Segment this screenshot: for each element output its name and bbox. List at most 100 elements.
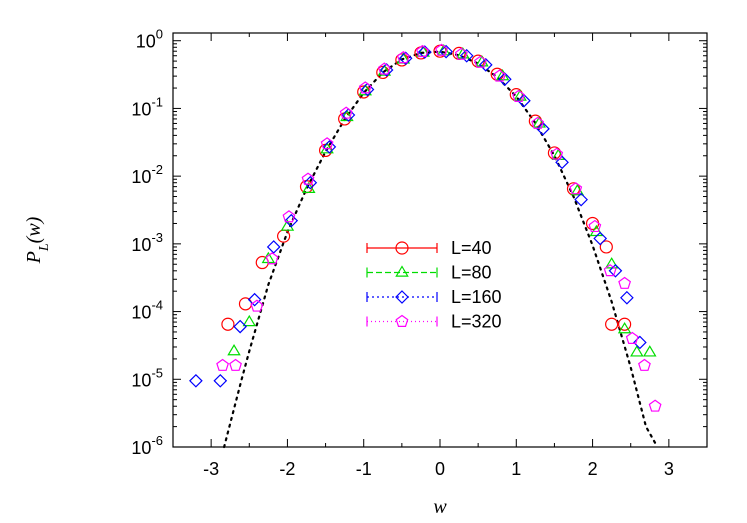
legend-entry: L=160 (366, 287, 502, 307)
x-tick-label: 0 (435, 459, 445, 479)
data-point-pentagon (265, 252, 279, 265)
data-point-pentagon (588, 219, 602, 233)
data-point-pentagon (454, 47, 468, 60)
y-tick-label: 10-5 (131, 365, 163, 390)
data-point-triangle (475, 55, 489, 67)
data-point-diamond (459, 48, 474, 63)
legend-entry: L=320 (366, 312, 502, 332)
data-point-diamond (497, 72, 512, 87)
data-point-circle (221, 317, 235, 331)
data-point-diamond (417, 45, 432, 59)
data-point-pentagon (618, 276, 632, 289)
data-point-circle (599, 240, 613, 254)
series-diamond (189, 44, 647, 388)
data-point-diamond (266, 240, 281, 254)
plot-frame (172, 32, 708, 448)
y-tick-label: 10-3 (131, 230, 163, 255)
data-point-diamond (536, 121, 550, 136)
data-point-diamond (189, 373, 203, 388)
data-point-diamond (517, 93, 531, 108)
reference-curve-layer (223, 50, 659, 449)
data-point-diamond (574, 192, 588, 207)
legend-label: L=320 (451, 312, 502, 332)
data-point-pentagon (229, 358, 242, 371)
data-point-pentagon (648, 399, 662, 412)
data-point-pentagon (377, 62, 391, 75)
data-point-pentagon (569, 182, 583, 195)
data-point-diamond (213, 373, 228, 388)
data-point-diamond (341, 108, 356, 122)
legend-label: L=40 (451, 238, 492, 258)
data-point-triangle (340, 109, 354, 122)
data-point-diamond (233, 319, 247, 334)
data-point-diamond (633, 335, 647, 350)
y-axis-title-tail: (w) (23, 216, 45, 243)
data-point-diamond (303, 175, 318, 190)
data-point-diamond (322, 140, 337, 154)
x-tick-label: -1 (356, 459, 372, 479)
data-point-pentagon (396, 51, 410, 64)
legend-marker-triangle (395, 265, 409, 277)
data-point-diamond (439, 44, 453, 59)
legend-entry: L=80 (366, 263, 492, 283)
legend-entry: L=40 (366, 238, 492, 258)
series-pentagon (216, 43, 662, 412)
data-point-pentagon (339, 106, 353, 119)
legend-label: L=80 (451, 263, 492, 283)
legend-marker-pentagon (395, 314, 409, 327)
legend-marker-circle (395, 241, 409, 255)
data-point-diamond (247, 292, 262, 307)
y-tick-label: 10-4 (131, 298, 163, 323)
series-circle (221, 44, 632, 331)
data-point-pentagon (638, 358, 651, 371)
data-point-diamond (284, 213, 299, 228)
data-point-diamond (360, 82, 375, 97)
y-tick-label: 10-1 (131, 94, 163, 119)
data-point-diamond (478, 58, 493, 72)
data-point-triangle (227, 344, 241, 356)
series-triangle (227, 44, 657, 357)
data-point-pentagon (625, 331, 639, 344)
x-tick-label: 1 (511, 459, 521, 479)
y-tick-label: 100 (136, 27, 163, 52)
data-point-pentagon (493, 69, 506, 82)
data-point-pentagon (550, 147, 564, 160)
data-point-circle (605, 317, 619, 331)
x-tick-label: 2 (588, 459, 598, 479)
points-layer (189, 43, 662, 412)
legend-marker-diamond (395, 290, 409, 304)
data-point-circle (238, 297, 253, 311)
y-axis-title-main: P (23, 251, 45, 264)
x-axis-title: w (433, 496, 447, 518)
data-point-triangle (617, 321, 632, 334)
legend: L=40 L=80 L=160 L=320 (366, 238, 502, 332)
data-point-pentagon (603, 264, 617, 277)
data-point-diamond (593, 231, 608, 246)
data-point-circle (618, 317, 632, 331)
data-point-pentagon (416, 44, 429, 58)
y-tick-label: 10-2 (131, 162, 163, 187)
x-tick-label: -3 (203, 459, 219, 479)
data-point-pentagon (512, 89, 525, 102)
data-point-pentagon (301, 172, 315, 185)
data-point-pentagon (320, 137, 334, 150)
data-point-diamond (608, 263, 623, 278)
data-point-pentagon (282, 210, 296, 223)
ticks-layer: -3 -2 -1 0 1 2 3 10-6 10-5 10-4 10-3 10-2 10-1 100 (131, 27, 708, 479)
data-point-circle (277, 229, 291, 243)
data-point-pentagon (250, 299, 264, 312)
data-point-pentagon (435, 43, 448, 56)
y-axis-title: PL(w) (23, 216, 52, 264)
reference-curve (223, 50, 659, 449)
data-point-pentagon (474, 55, 487, 68)
y-tick-label: 10-6 (131, 433, 163, 458)
data-point-triangle (643, 345, 657, 357)
data-point-pentagon (216, 358, 229, 371)
x-tick-label: -2 (279, 459, 295, 479)
data-point-diamond (620, 290, 634, 305)
y-axis-title-sub: L (37, 243, 52, 252)
data-point-diamond (379, 63, 394, 77)
data-point-triangle (242, 314, 257, 327)
data-point-pentagon (358, 81, 372, 94)
